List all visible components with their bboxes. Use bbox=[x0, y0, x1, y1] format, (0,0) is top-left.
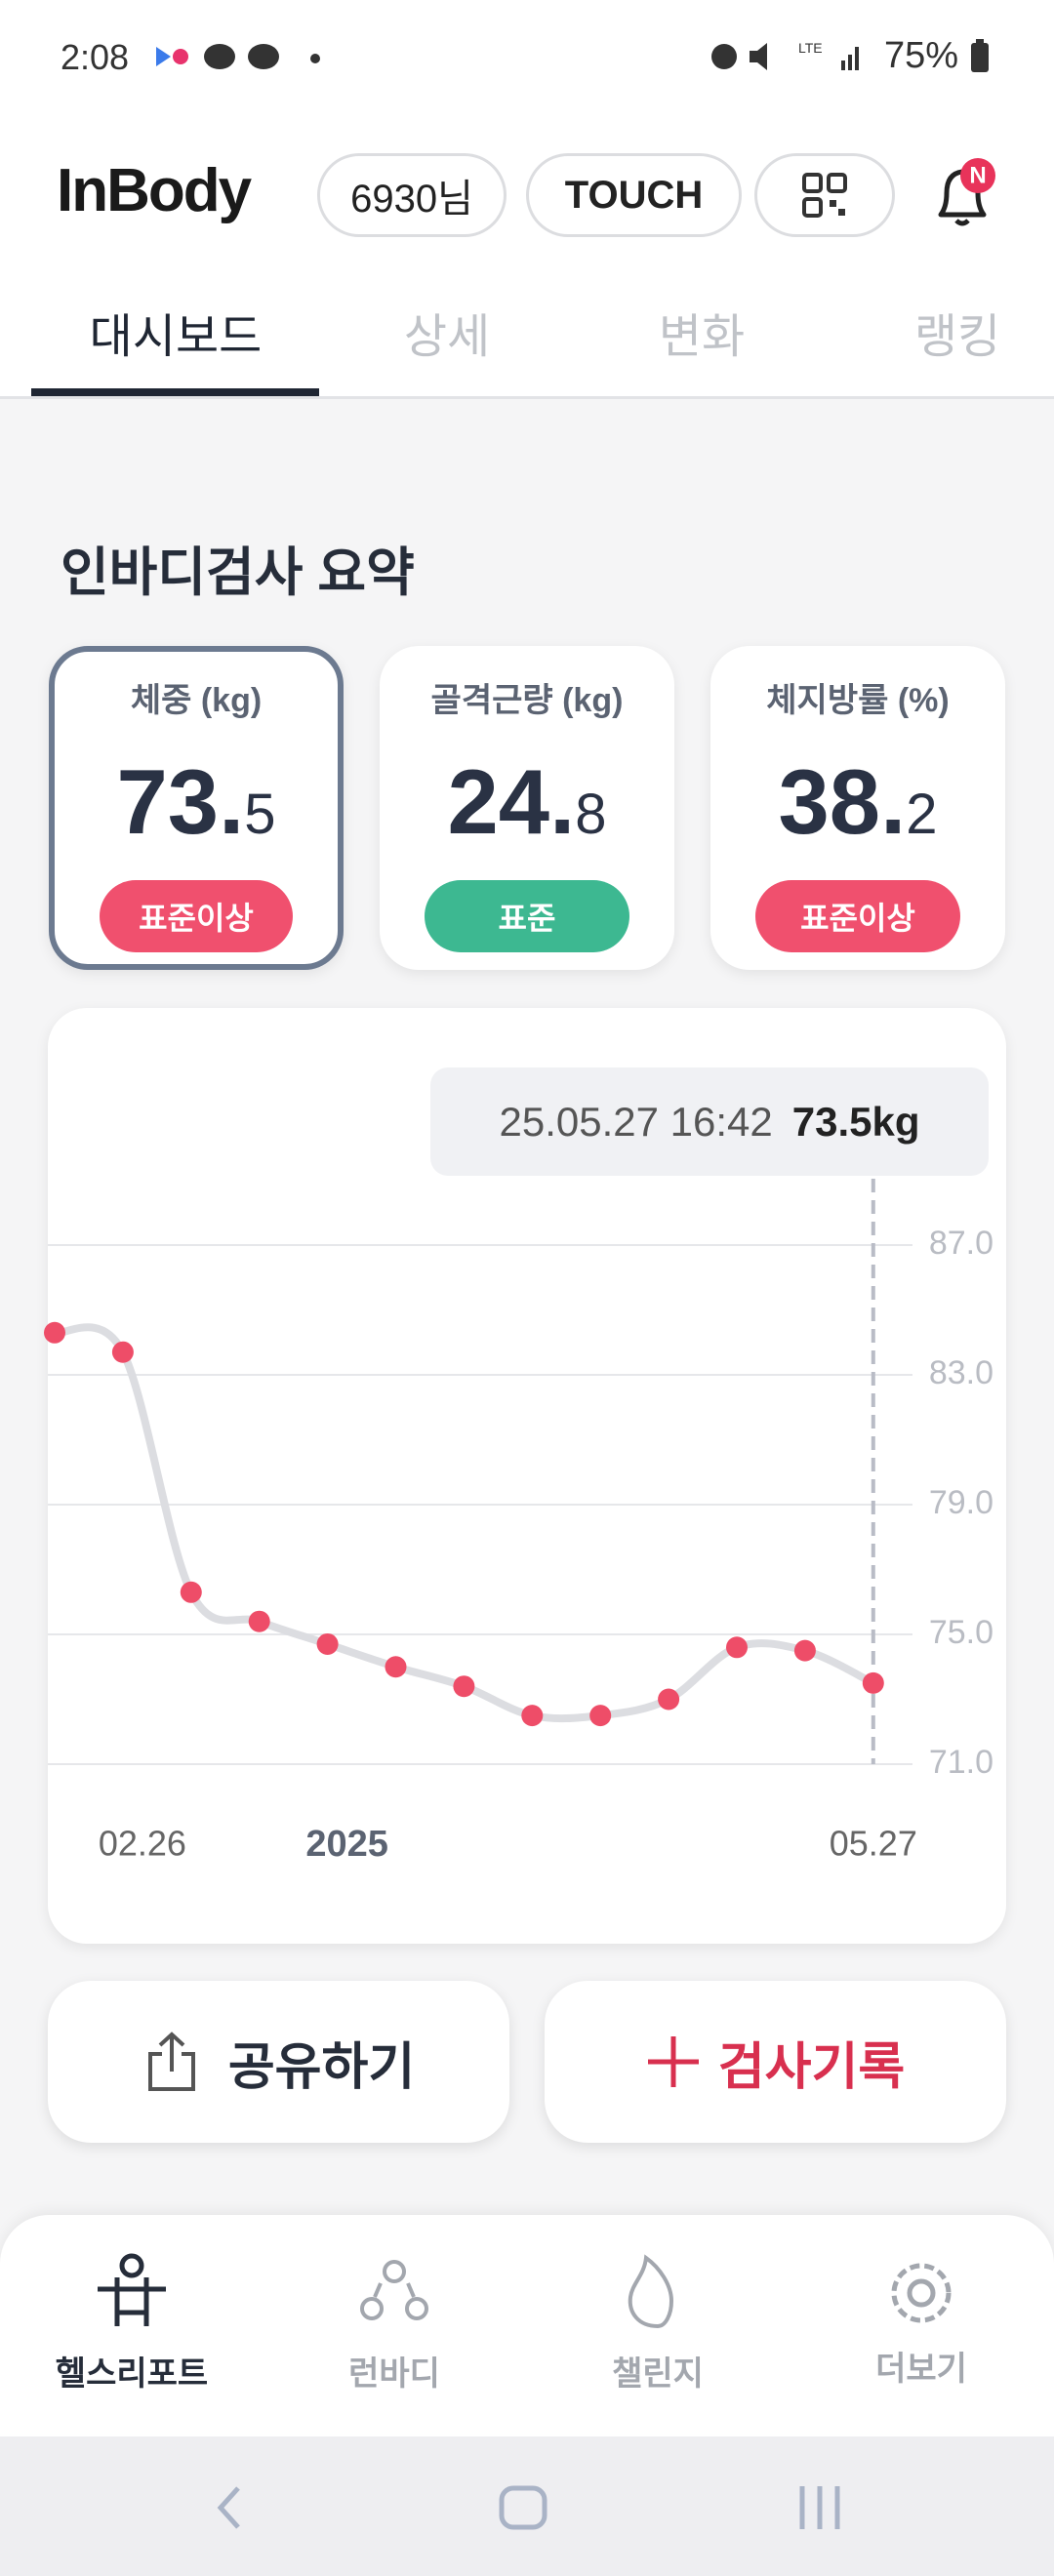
nav-icons bbox=[98, 2253, 952, 2329]
battery-icon bbox=[971, 39, 989, 72]
section-title: 인바디검사 요약 bbox=[61, 543, 415, 602]
badge: N bbox=[969, 162, 986, 188]
card-label: 체중 (kg) bbox=[130, 682, 263, 719]
summary-card[interactable]: 골격근량 (kg) 24.8 표준 bbox=[380, 646, 674, 970]
nav-label[interactable]: 더보기 bbox=[875, 2351, 967, 2388]
tooltip: 25.05.27 16:42 73.5kg bbox=[430, 1067, 989, 1176]
tab[interactable]: 랭킹 bbox=[913, 311, 1001, 363]
card-label: 체지방률 (%) bbox=[766, 682, 950, 719]
tab[interactable]: 변화 bbox=[658, 311, 746, 363]
tab[interactable]: 상세 bbox=[403, 311, 491, 363]
system-nav-icons bbox=[217, 2485, 840, 2530]
bell[interactable]: N bbox=[927, 156, 1005, 234]
nav-label[interactable]: 헬스리포트 bbox=[55, 2355, 209, 2393]
record-button[interactable]: 검사기록 bbox=[545, 1981, 1006, 2143]
nav-label[interactable]: 런바디 bbox=[348, 2355, 440, 2393]
divider bbox=[0, 396, 1054, 399]
card-value: 73.5 bbox=[116, 750, 276, 853]
card-value: 24.8 bbox=[447, 750, 607, 853]
qr-icon bbox=[802, 173, 847, 218]
nav-label[interactable]: 챌린지 bbox=[612, 2355, 704, 2393]
clock: 2:08 bbox=[61, 37, 130, 77]
summary-card[interactable]: 체중 (kg) 73.5 표준이상 bbox=[49, 646, 344, 970]
card-label: 골격근량 (kg) bbox=[430, 682, 624, 719]
user-pill[interactable]: 6930님 bbox=[317, 153, 507, 237]
bottom-nav bbox=[0, 2215, 1054, 2439]
network: LTE bbox=[798, 40, 823, 56]
card-status: 표준이상 bbox=[100, 880, 293, 952]
card-value: 38.2 bbox=[778, 750, 938, 853]
card-status: 표준 bbox=[425, 880, 629, 952]
tab-underline bbox=[31, 388, 319, 396]
share-label: 공유하기 bbox=[227, 2038, 416, 2096]
summary-card[interactable]: 체지방률 (%) 38.2 표준이상 bbox=[710, 646, 1005, 970]
notification-icons bbox=[156, 44, 320, 69]
tab[interactable]: 대시보드 bbox=[89, 311, 263, 363]
system-icons: LTE bbox=[711, 40, 859, 70]
record-label: 검사기록 bbox=[717, 2038, 906, 2096]
share-button[interactable]: 공유하기 bbox=[48, 1981, 509, 2143]
card-status: 표준이상 bbox=[755, 880, 960, 952]
qr-pill[interactable] bbox=[754, 153, 895, 237]
battery-text: 75% bbox=[884, 35, 959, 76]
logo: InBody bbox=[57, 157, 252, 224]
share-icon bbox=[147, 2032, 195, 2091]
plus-icon bbox=[647, 2036, 699, 2087]
tooltip-date: 25.05.27 16:42 bbox=[499, 1098, 773, 1145]
touch-pill[interactable]: TOUCH bbox=[526, 153, 742, 237]
tooltip-value: 73.5kg bbox=[791, 1098, 920, 1145]
system-nav bbox=[0, 2436, 1054, 2576]
